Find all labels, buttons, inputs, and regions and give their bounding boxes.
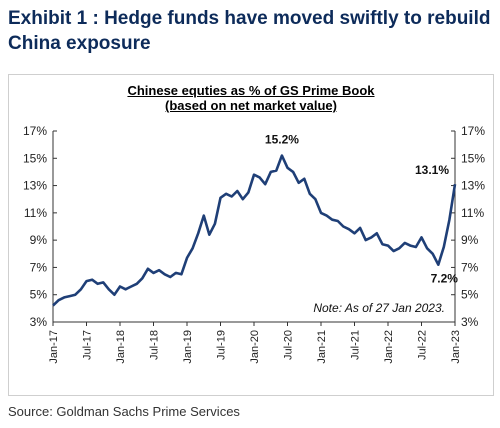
- y-tick-label-right: 7%: [461, 260, 479, 274]
- y-tick-label-left: 11%: [24, 206, 47, 220]
- y-tick-label-right: 3%: [461, 315, 479, 329]
- x-tick-label: Jul-22: [417, 330, 429, 360]
- x-tick-label: Jan-23: [450, 330, 462, 364]
- x-tick-label: Jul-20: [283, 330, 295, 360]
- x-tick-label: Jul-19: [216, 330, 228, 360]
- y-tick-label-right: 13%: [461, 179, 485, 193]
- y-tick-label-right: 5%: [461, 288, 479, 302]
- y-tick-label-left: 9%: [30, 233, 48, 247]
- x-tick-label: Jan-20: [249, 330, 261, 364]
- x-tick-label: Jan-17: [48, 330, 60, 364]
- x-tick-label: Jan-18: [115, 330, 127, 364]
- chart-title: Chinese equties as % of GS Prime Book: [127, 83, 375, 98]
- page-title: Exhibit 1 : Hedge funds have moved swift…: [8, 8, 491, 54]
- y-tick-label-left: 13%: [23, 179, 47, 193]
- source-note: Source: Goldman Sachs Prime Services: [8, 404, 240, 419]
- y-tick-label-left: 5%: [30, 288, 48, 302]
- series-line: [52, 154, 457, 307]
- y-tick-label-right: 15%: [461, 151, 485, 165]
- x-tick-label: Jul-18: [149, 330, 161, 360]
- y-tick-label-left: 15%: [23, 151, 47, 165]
- y-tick-label-right: 9%: [461, 233, 479, 247]
- chart-subtitle: (based on net market value): [165, 98, 337, 113]
- chart-title-block: Chinese equties as % of GS Prime Book (b…: [9, 83, 493, 113]
- data-label: 7.2%: [431, 272, 459, 286]
- x-tick-label: Jul-17: [82, 330, 94, 360]
- chart-note: Note: As of 27 Jan 2023.: [313, 301, 445, 315]
- y-tick-label-left: 3%: [30, 315, 48, 329]
- x-tick-label: Jul-21: [350, 330, 362, 360]
- line-chart: 3% 5% 7% 9% 11% 13% 15% 17% 3% 5% 7% 9% 11% 13% 15% 17%…: [23, 124, 485, 364]
- x-tick-label: Jan-21: [316, 330, 328, 364]
- y-tick-label-left: 17%: [23, 124, 47, 138]
- x-tick-label: Jan-19: [182, 330, 194, 364]
- data-label: 13.1%: [415, 163, 449, 177]
- y-tick-label-right: 17%: [461, 124, 485, 138]
- y-tick-label-left: 7%: [30, 260, 48, 274]
- data-label: 15.2%: [265, 133, 299, 147]
- x-tick-label: Jan-22: [383, 330, 395, 364]
- y-tick-label-right: 11%: [461, 206, 484, 220]
- chart-panel: 3% 5% 7% 9% 11% 13% 15% 17% 3% 5% 7% 9% 11% 13% 15% 17%…: [8, 74, 494, 396]
